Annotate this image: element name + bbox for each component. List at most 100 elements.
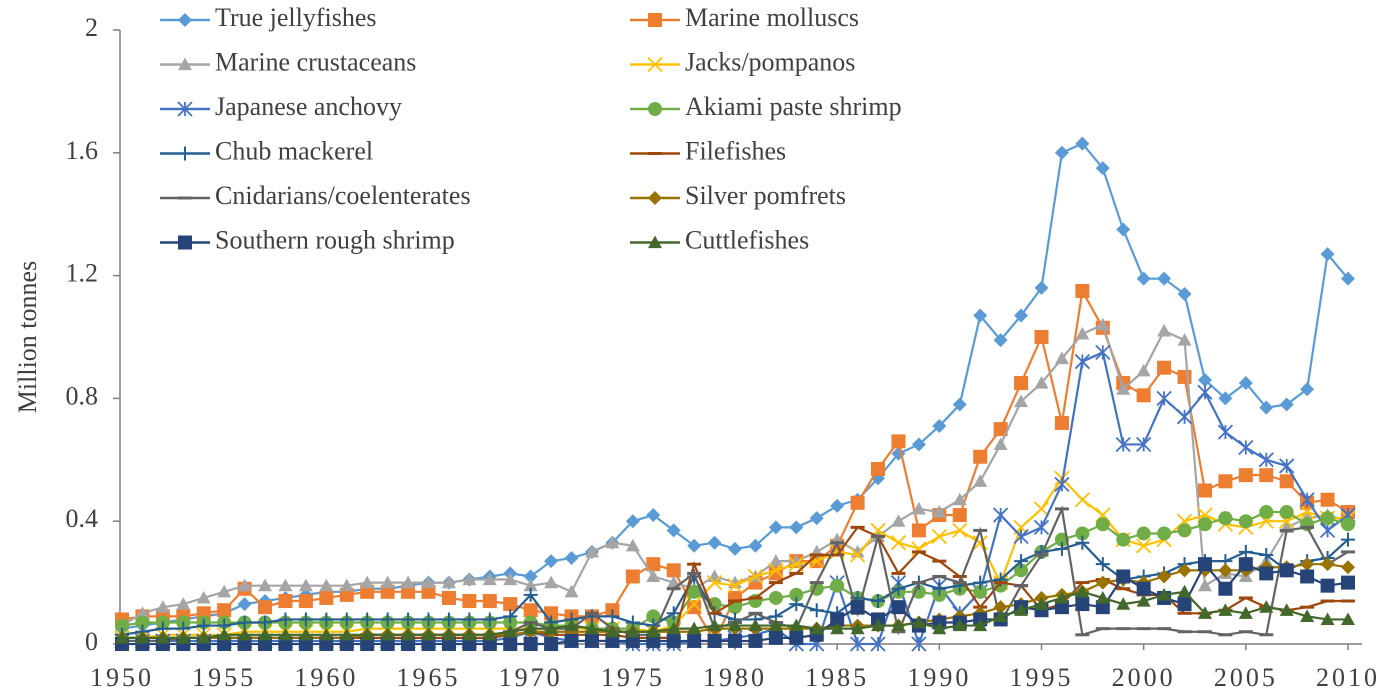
legend-label: Southern rough shrimp: [215, 225, 455, 254]
data-point: [666, 606, 681, 621]
data-point: [646, 624, 661, 638]
legend-item: Marine molluscs: [630, 3, 859, 32]
data-point: [441, 627, 456, 641]
data-point: [747, 568, 764, 585]
data-point: [707, 618, 722, 632]
legend-item: Chub mackerel: [160, 136, 373, 165]
y-tick-label: 1.6: [66, 136, 99, 165]
data-point: [932, 621, 947, 635]
data-point: [789, 630, 804, 645]
legend-label: Marine molluscs: [685, 3, 859, 32]
data-point: [911, 437, 926, 452]
data-point: [401, 575, 416, 589]
data-point: [1013, 528, 1029, 545]
data-point: [1259, 566, 1274, 581]
data-point: [973, 584, 988, 599]
data-point: [339, 578, 354, 592]
data-point: [1341, 560, 1355, 575]
data-point: [176, 597, 191, 610]
data-point: [1259, 547, 1274, 562]
legend-label: True jellyfishes: [215, 3, 377, 32]
data-point: [809, 511, 824, 526]
data-point: [1259, 468, 1274, 483]
data-point: [870, 636, 886, 652]
x-tick-label: 2010: [1316, 663, 1380, 692]
data-point: [728, 618, 742, 632]
data-point: [217, 584, 232, 598]
data-point: [1033, 501, 1050, 517]
y-tick-label: 0: [85, 627, 98, 656]
data-point: [482, 594, 497, 609]
data-point: [1095, 590, 1110, 604]
data-point: [319, 637, 334, 651]
data-point: [523, 637, 538, 651]
data-point: [298, 612, 313, 627]
legend-label: Silver pomfrets: [685, 181, 846, 210]
data-point: [360, 627, 375, 641]
data-point: [1299, 492, 1315, 508]
data-point: [1075, 535, 1090, 550]
data-point: [421, 575, 436, 589]
data-point: [1300, 569, 1315, 584]
x-tick-label: 1975: [601, 663, 665, 692]
data-point: [1320, 557, 1335, 572]
data-point: [1197, 606, 1212, 619]
data-point: [1136, 436, 1152, 453]
data-point: [1095, 161, 1110, 176]
data-point: [401, 637, 416, 651]
data-point: [1034, 330, 1049, 344]
data-point: [646, 633, 661, 648]
data-point: [1156, 390, 1172, 407]
data-point: [1116, 597, 1131, 610]
data-point: [748, 594, 763, 609]
data-point: [789, 520, 804, 535]
data-point: [952, 508, 967, 523]
data-point: [360, 584, 375, 599]
data-point: [993, 437, 1008, 451]
data-point: [237, 627, 252, 641]
data-point: [1177, 369, 1192, 384]
data-point: [768, 618, 783, 632]
data-point: [625, 569, 640, 584]
data-point: [1034, 280, 1049, 295]
data-point: [564, 551, 579, 566]
data-point: [115, 630, 129, 644]
data-point: [871, 618, 886, 632]
legend-item: Cuttlefishes: [630, 225, 809, 254]
data-point: [217, 637, 232, 651]
data-point: [993, 333, 1008, 348]
data-point: [278, 627, 293, 641]
data-point: [891, 514, 906, 527]
data-point: [993, 609, 1008, 622]
legend-label: Marine crustaceans: [215, 47, 416, 76]
data-point: [687, 584, 702, 599]
data-point: [523, 587, 538, 602]
data-point: [1075, 526, 1090, 541]
data-point: [1320, 247, 1335, 262]
legend-item: True jellyfishes: [160, 3, 377, 32]
data-point: [625, 538, 640, 552]
data-point: [1074, 353, 1091, 370]
data-point: [1075, 584, 1090, 598]
data-point: [931, 528, 947, 545]
data-point: [625, 514, 640, 529]
data-point: [871, 462, 886, 477]
data-point: [1054, 590, 1069, 604]
data-point: [401, 627, 416, 641]
data-point: [728, 633, 742, 648]
data-point: [1176, 409, 1193, 425]
data-point: [278, 612, 293, 627]
data-point: [339, 637, 354, 651]
data-point: [891, 618, 906, 632]
data-point: [789, 618, 804, 632]
data-point: [1177, 333, 1192, 346]
x-tick-label: 1960: [294, 663, 358, 692]
data-point: [523, 569, 538, 584]
data-point: [196, 630, 211, 644]
data-point: [1197, 384, 1213, 400]
data-point: [605, 633, 620, 648]
data-point: [503, 597, 518, 612]
legend-label: Filefishes: [685, 136, 786, 165]
data-point: [380, 612, 395, 627]
data-point: [666, 621, 681, 635]
